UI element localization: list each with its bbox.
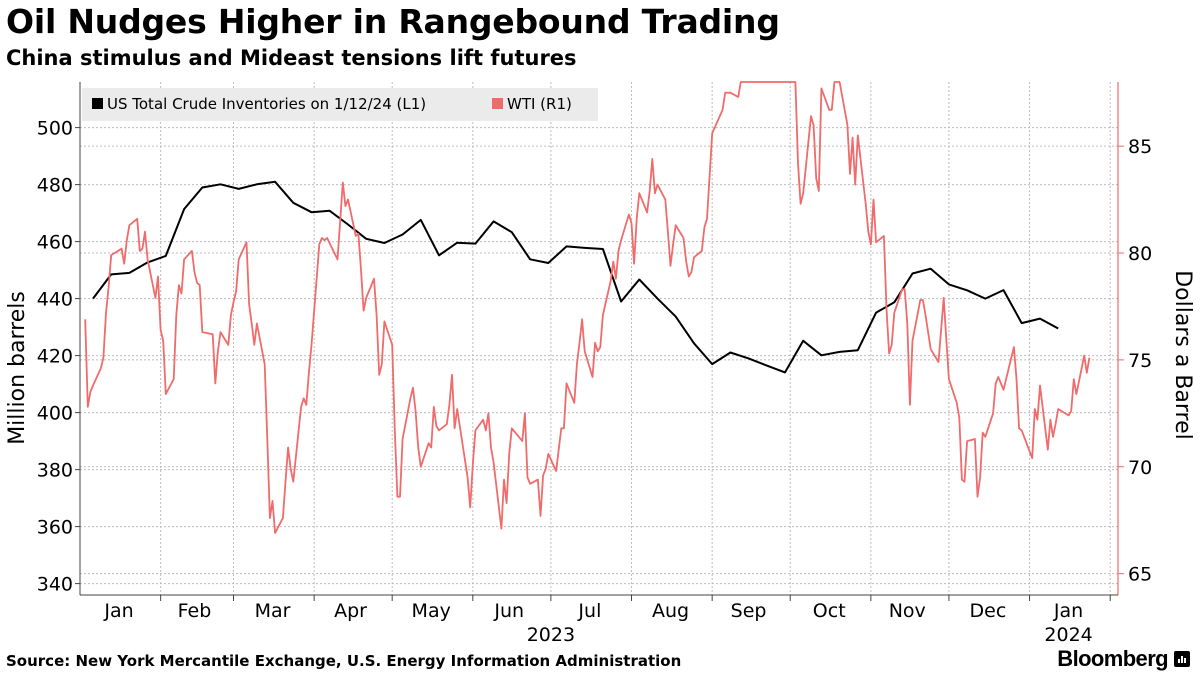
x-month-label: Dec: [970, 600, 1007, 622]
x-month-label: Apr: [334, 600, 367, 622]
left-tick-label: 420: [37, 346, 73, 368]
legend-swatch-inventories: [92, 98, 103, 109]
right-tick-label: 65: [1128, 564, 1152, 586]
brand-name: Bloomberg: [1057, 646, 1168, 671]
source-note: Source: New York Mercantile Exchange, U.…: [6, 652, 682, 670]
legend-label-wti: WTI (R1): [507, 95, 572, 113]
bar-chart-icon: [1174, 651, 1190, 667]
left-tick-label: 360: [37, 517, 73, 539]
right-axis-title: Dollars a Barrel: [1170, 270, 1195, 440]
left-tick-label: 480: [37, 175, 73, 197]
x-month-label: Jan: [1053, 600, 1083, 622]
x-month-label: Aug: [652, 600, 689, 622]
chart-title: Oil Nudges Higher in Rangebound Trading: [6, 2, 780, 41]
x-month-label: Feb: [178, 600, 212, 622]
legend: US Total Crude Inventories on 1/12/24 (L…: [82, 88, 598, 121]
right-tick-label: 75: [1128, 350, 1152, 372]
axes: 340 360 380 400 420 440 460 480 500 65 70 75 80 85 Jan…: [37, 82, 1152, 646]
right-tick-label: 70: [1128, 457, 1152, 479]
grid-lines: [80, 82, 1118, 595]
left-tick-label: 440: [37, 289, 73, 311]
series: [84, 81, 1091, 534]
brand-logo: Bloomberg: [1057, 646, 1190, 672]
legend-background: [82, 88, 598, 121]
x-year-label: 2024: [1044, 624, 1092, 646]
left-tick-label: 340: [37, 574, 73, 596]
x-month-label: Jun: [493, 600, 524, 622]
series-line-wti: [84, 81, 1091, 534]
left-tick-label: 460: [37, 232, 73, 254]
x-month-label: Sep: [731, 600, 767, 622]
left-axis-title: Million barrels: [5, 291, 30, 445]
right-tick-label: 85: [1128, 136, 1152, 158]
left-tick-label: 500: [37, 118, 73, 140]
x-year-label: 2023: [527, 624, 575, 646]
x-month-label: Oct: [813, 600, 846, 622]
left-tick-label: 400: [37, 403, 73, 425]
legend-label-inventories: US Total Crude Inventories on 1/12/24 (L…: [107, 95, 426, 113]
x-month-label: Jan: [103, 600, 133, 622]
x-month-label: May: [412, 600, 451, 622]
legend-swatch-wti: [492, 98, 503, 109]
x-month-label: Mar: [255, 600, 291, 622]
right-tick-label: 80: [1128, 243, 1152, 265]
left-tick-label: 380: [37, 460, 73, 482]
chart-subtitle: China stimulus and Mideast tensions lift…: [6, 46, 577, 70]
series-line-inventories: [92, 180, 1059, 374]
x-month-label: Nov: [889, 600, 926, 622]
x-month-label: Jul: [577, 600, 601, 622]
